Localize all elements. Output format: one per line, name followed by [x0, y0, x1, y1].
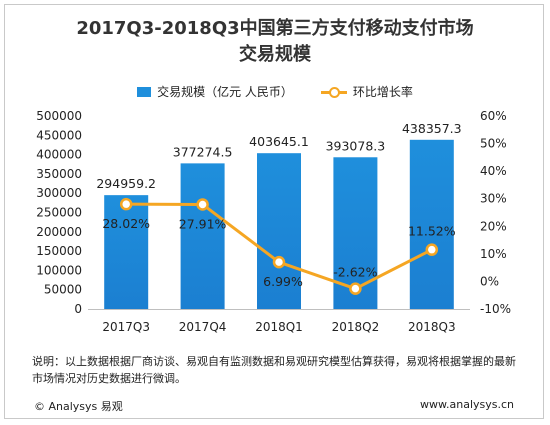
legend: 交易规模（亿元 人民币） 环比增长率 — [0, 83, 550, 100]
bar — [409, 139, 454, 309]
chart-frame — [4, 4, 544, 419]
left-axis-tick-label: 0 — [74, 302, 82, 316]
left-axis-tick-label: 350000 — [36, 167, 82, 181]
chart-title: 2017Q3-2018Q3中国第三方支付移动支付市场 — [76, 18, 474, 39]
right-axis-tick-label: 20% — [480, 219, 507, 233]
left-axis-tick-label: 250000 — [36, 206, 82, 220]
bar-value-label: 377274.5 — [173, 144, 233, 159]
right-axis-tick-label: 10% — [480, 247, 507, 261]
bar-value-label: 403645.1 — [249, 134, 309, 149]
x-axis-tick-label: 2018Q3 — [408, 320, 456, 334]
footer-brand: © Analysys 易观 — [34, 400, 123, 413]
legend-item-bar: 交易规模（亿元 人民币） — [137, 83, 293, 100]
bar-value-label: 294959.2 — [96, 176, 156, 191]
growth-value-label: 11.52% — [408, 224, 456, 239]
bar — [180, 163, 225, 309]
bar-value-label: 393078.3 — [326, 138, 386, 153]
growth-point — [196, 198, 209, 211]
legend-item-line: 环比增长率 — [320, 83, 413, 100]
legend-line-label: 环比增长率 — [352, 85, 413, 99]
legend-line-swatch — [320, 86, 347, 98]
left-axis-tick-label: 400000 — [36, 148, 82, 162]
growth-value-label: 28.02% — [102, 216, 150, 231]
footer-url: www.analysys.cn — [420, 398, 514, 411]
left-axis-tick-label: 50000 — [44, 283, 82, 297]
growth-point — [272, 255, 286, 269]
x-axis-tick-label: 2017Q3 — [102, 320, 150, 334]
right-axis-tick-label: 50% — [480, 137, 507, 151]
growth-value-label: 27.91% — [179, 216, 227, 231]
bar — [104, 195, 149, 309]
x-axis-tick-label: 2018Q1 — [255, 320, 303, 334]
growth-point — [425, 243, 439, 256]
x-axis-tick-label: 2018Q2 — [332, 320, 380, 334]
legend-bar-label: 交易规模（亿元 人民币） — [157, 85, 293, 99]
left-axis-tick-label: 500000 — [36, 109, 82, 123]
legend-bar-swatch — [137, 86, 152, 97]
growth-value-label: -2.62% — [333, 265, 377, 280]
chart-subtitle: 交易规模 — [239, 44, 311, 65]
left-axis-tick-label: 300000 — [36, 186, 82, 200]
right-axis-tick-label: 30% — [480, 192, 507, 206]
left-axis-tick-label: 450000 — [36, 128, 82, 142]
left-axis-tick-label: 200000 — [36, 225, 82, 239]
right-axis-tick-label: 0% — [480, 274, 499, 288]
growth-point — [349, 282, 362, 295]
growth-point — [119, 197, 133, 211]
bar — [257, 153, 301, 309]
right-axis-tick-label: -10% — [480, 302, 511, 316]
right-axis-tick-label: 60% — [480, 109, 507, 123]
right-axis-tick-label: 40% — [480, 164, 507, 178]
bar-value-label: 438357.3 — [402, 121, 462, 136]
chart-note: 说明：以上数据根据厂商访谈、易观自有监测数据和易观研究模型估算获得，易观将根据掌… — [32, 355, 516, 385]
left-axis-tick-label: 100000 — [36, 263, 82, 277]
growth-value-label: 6.99% — [263, 274, 303, 289]
x-axis-tick-label: 2017Q4 — [179, 320, 227, 334]
left-axis-tick-label: 150000 — [36, 244, 82, 258]
